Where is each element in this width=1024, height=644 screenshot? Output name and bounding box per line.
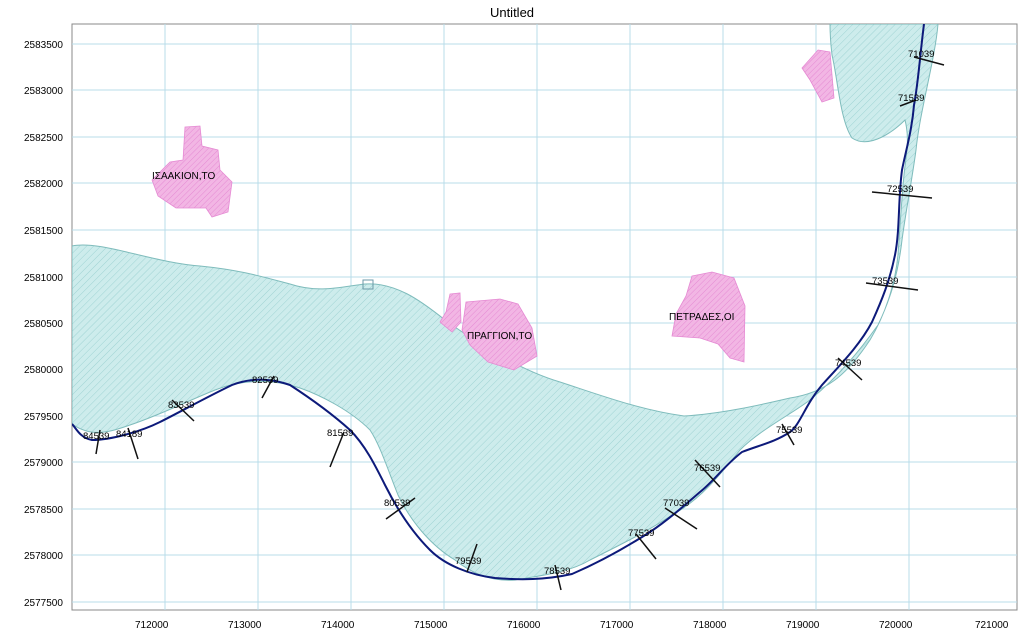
y-tick-label: 2581500 [24, 226, 63, 237]
chainage-label: 83539 [168, 400, 194, 411]
chainage-label: 74539 [835, 358, 861, 369]
chainage-label: 73539 [872, 276, 898, 287]
y-tick-label: 2582000 [24, 179, 63, 190]
y-tick-label: 2579000 [24, 458, 63, 469]
chainage-label: 84189 [116, 429, 142, 440]
settlement-northeast [801, 49, 835, 103]
chainage-label: 84539 [83, 431, 109, 442]
x-tick-label: 721000 [975, 620, 1009, 631]
y-tick-label: 2579500 [24, 412, 63, 423]
chainage-label: 71539 [898, 93, 924, 104]
cross-sections [95, 56, 945, 591]
y-tick-label: 2580000 [24, 365, 63, 376]
chainage-label: 79539 [455, 556, 481, 567]
chainage-label: 80539 [384, 498, 410, 509]
river-area [72, 24, 939, 581]
x-tick-label: 718000 [693, 620, 727, 631]
x-tick-label: 715000 [414, 620, 448, 631]
place-label-pragion: ΠΡΑΓΓΙΟΝ,ΤΟ [467, 331, 532, 342]
y-tick-label: 2578500 [24, 505, 63, 516]
y-tick-label: 2583500 [24, 40, 63, 51]
x-tick-label: 720000 [879, 620, 913, 631]
x-tick-label: 714000 [321, 620, 355, 631]
settlement-pragion [461, 298, 538, 371]
place-label-petrades: ΠΕΤΡΑΔΕΣ,ΟΙ [669, 312, 734, 323]
chainage-label: 82539 [252, 375, 278, 386]
structure-marker [362, 279, 374, 290]
y-tick-label: 2583000 [24, 86, 63, 97]
x-tick-label: 712000 [135, 620, 169, 631]
x-tick-label: 717000 [600, 620, 634, 631]
chainage-label: 77539 [628, 528, 654, 539]
x-axis: 712000 713000 714000 715000 716000 71700… [135, 620, 1009, 631]
y-tick-label: 2582500 [24, 133, 63, 144]
settlement-isaakion [151, 125, 233, 218]
x-tick-label: 713000 [228, 620, 262, 631]
chainage-label: 71039 [908, 49, 934, 60]
place-label-isaakion: ΙΣΑΑΚΙΟΝ,ΤΟ [152, 171, 215, 182]
chainage-label: 75539 [776, 425, 802, 436]
road-alignment [72, 24, 925, 581]
chainage-label: 78539 [544, 566, 570, 577]
settlement-pragion-west [439, 292, 462, 333]
map-title: Untitled [489, 5, 535, 20]
chainage-label: 77039 [663, 498, 689, 509]
settlement-petrades [671, 271, 746, 363]
x-tick-label: 716000 [507, 620, 541, 631]
chainage-labels: 71039 71539 72539 73539 74539 75539 7653… [83, 49, 934, 577]
chainage-label: 72539 [887, 184, 913, 195]
y-tick-label: 2577500 [24, 598, 63, 609]
y-tick-label: 2578000 [24, 551, 63, 562]
x-tick-label: 719000 [786, 620, 820, 631]
y-axis: 2583500 2583000 2582500 2582000 2581500 … [24, 40, 63, 609]
chainage-label: 76539 [694, 463, 720, 474]
y-tick-label: 2581000 [24, 273, 63, 284]
chainage-label: 81539 [327, 428, 353, 439]
y-tick-label: 2580500 [24, 319, 63, 330]
